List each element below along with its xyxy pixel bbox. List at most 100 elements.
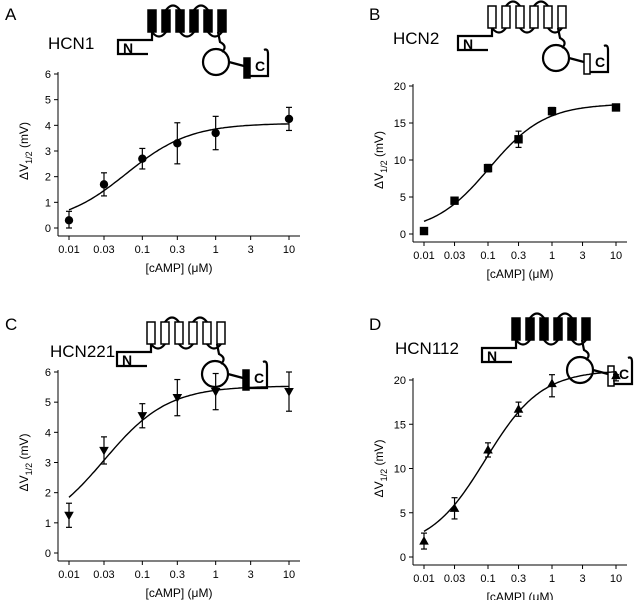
x-axis-label: [cAMP] (μM) — [146, 586, 213, 600]
c-terminus-tail — [590, 44, 610, 74]
data-point — [284, 114, 294, 124]
y-tick-label: 3 — [45, 458, 51, 470]
x-tick-label: 1 — [549, 250, 555, 262]
data-point — [450, 196, 459, 205]
cnbd-loop — [541, 43, 571, 73]
data-point — [173, 139, 182, 148]
y-axis-label: ΔV1/2 (mV) — [17, 122, 34, 180]
data-point — [419, 226, 429, 236]
y-label-unit: (mV) — [372, 440, 386, 469]
helix-s1 — [511, 317, 521, 341]
channel-topology-cartoon: NC — [456, 0, 610, 75]
c-terminus-label: C — [595, 54, 605, 70]
x-tick-label: 0.01 — [58, 569, 79, 581]
n-terminus-label: N — [487, 348, 497, 364]
x-tick-label: 3 — [248, 569, 254, 581]
channel-topology-cartoon: NC — [480, 312, 634, 387]
y-tick-label: 2 — [45, 172, 51, 184]
helix-s6 — [581, 317, 591, 341]
y-tick-label: 4 — [45, 427, 51, 439]
x-axis-label: [cAMP] (μM) — [487, 590, 554, 600]
n-terminus-label: N — [123, 40, 133, 56]
n-terminus-label: N — [463, 36, 473, 52]
data-marks — [419, 370, 621, 550]
y-label-unit: (mV) — [17, 122, 31, 151]
x-tick-label: 0.03 — [444, 573, 465, 585]
data-point — [137, 412, 148, 421]
data-point — [64, 216, 74, 225]
data-point — [138, 154, 147, 163]
n-terminus-label: N — [122, 352, 132, 368]
c-terminus-tail — [614, 356, 634, 386]
n-terminus-tail — [115, 344, 153, 368]
y-tick-label: 1 — [45, 197, 51, 209]
data-point — [547, 378, 557, 388]
x-tick-label: 0.03 — [444, 250, 465, 262]
x-tick-label: 10 — [283, 244, 295, 256]
cnbd-loop — [201, 47, 231, 77]
helix-s6 — [217, 9, 227, 33]
helix-s4 — [189, 9, 199, 33]
x-tick-label: 0.01 — [413, 573, 434, 585]
helix-s3 — [515, 5, 525, 29]
data-point — [611, 370, 621, 380]
data-point — [483, 444, 493, 454]
panel-label: C — [5, 315, 17, 334]
data-point — [483, 163, 493, 173]
fit-curve — [68, 123, 289, 211]
x-tick-label: 10 — [283, 569, 295, 581]
data-point — [611, 103, 621, 112]
y-tick-label: 1 — [45, 518, 51, 530]
helix-s6 — [557, 5, 567, 29]
n-terminus-tail — [456, 28, 494, 52]
y-tick-label: 0 — [45, 223, 51, 235]
data-point — [64, 511, 74, 521]
y-label-main: ΔV — [372, 481, 386, 497]
y-tick-label: 6 — [45, 367, 51, 379]
helix-loops — [491, 0, 563, 34]
data-point — [513, 404, 524, 413]
construct-name: HCN1 — [48, 34, 94, 53]
helix-loops — [150, 316, 222, 350]
y-tick-label: 20 — [394, 375, 406, 387]
x-tick-label: 0.1 — [480, 573, 495, 585]
helix-s4 — [553, 317, 563, 341]
helix-s5 — [202, 321, 212, 345]
y-tick-label: 6 — [45, 69, 51, 81]
y-tick-label: 0 — [400, 552, 406, 564]
c-linker-2 — [592, 368, 609, 376]
cnbd-loop — [565, 355, 595, 385]
y-axis-label: ΔV1/2 (mV) — [372, 131, 389, 189]
data-marks — [419, 103, 621, 236]
data-marks — [64, 371, 294, 528]
y-label-main: ΔV — [17, 475, 31, 491]
y-label-subscript: 1/2 — [24, 151, 34, 164]
data-point — [99, 180, 109, 189]
y-label-subscript: 1/2 — [379, 469, 389, 482]
data-point — [211, 128, 220, 138]
y-tick-label: 2 — [45, 488, 51, 500]
x-tick-label: 0.03 — [93, 569, 114, 581]
helix-s2 — [161, 9, 171, 33]
c-terminus-label: C — [255, 58, 265, 74]
helix-s5 — [543, 5, 553, 29]
x-tick-label: 3 — [579, 573, 585, 585]
channel-topology-cartoon: NC — [115, 316, 269, 391]
y-label-unit: (mV) — [17, 434, 31, 463]
helix-s5 — [203, 9, 213, 33]
y-tick-label: 20 — [394, 81, 406, 93]
data-point — [514, 135, 523, 144]
helix-loops — [515, 312, 587, 346]
n-terminus-tail — [480, 340, 518, 364]
helix-s1 — [146, 321, 156, 345]
y-label-subscript: 1/2 — [24, 463, 34, 476]
helix-s2 — [525, 317, 535, 341]
x-tick-label: 0.01 — [413, 250, 434, 262]
data-point — [172, 394, 183, 403]
helix-s2 — [160, 321, 170, 345]
x-tick-label: 0.3 — [511, 573, 526, 585]
x-tick-label: 1 — [213, 569, 219, 581]
y-tick-label: 10 — [394, 155, 406, 167]
helix-s1 — [147, 9, 157, 33]
